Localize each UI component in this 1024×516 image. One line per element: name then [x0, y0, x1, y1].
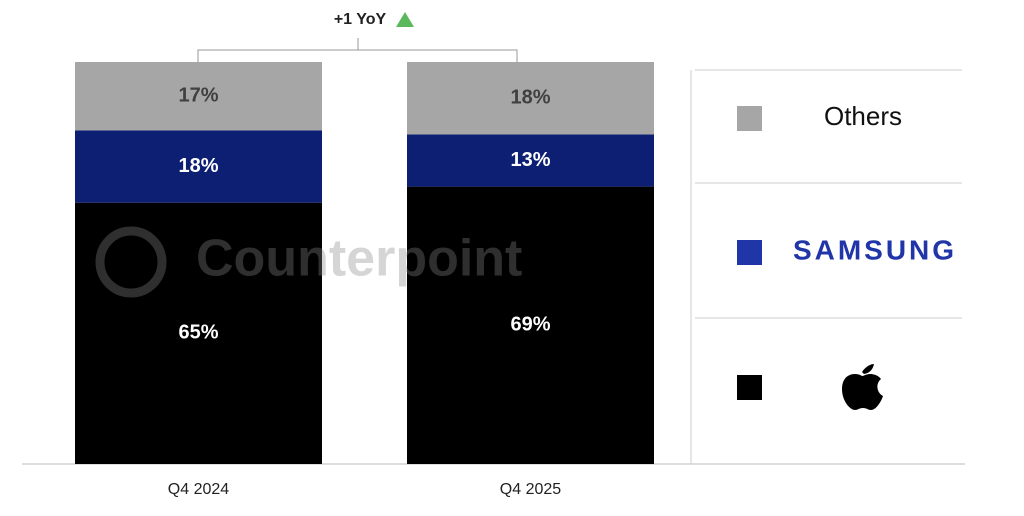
watermark: Counterpoint — [196, 230, 522, 288]
x-tick-label: Q4 2025 — [500, 481, 561, 498]
legend-label: SAMSUNG — [793, 234, 957, 265]
value-label: 65% — [178, 322, 218, 344]
value-label: 17% — [178, 84, 218, 106]
legend-swatch — [737, 106, 762, 131]
value-label: 18% — [178, 155, 218, 177]
bar-segment — [407, 186, 654, 464]
value-label: 13% — [510, 149, 550, 171]
x-tick-label: Q4 2024 — [168, 481, 229, 498]
bar-segment — [75, 62, 322, 131]
bracket — [197, 38, 518, 62]
bar-segment — [75, 130, 322, 203]
legend-swatch — [737, 240, 762, 265]
apple-logo — [842, 364, 883, 410]
annotation: +1 YoY — [334, 11, 387, 28]
up-arrow — [396, 12, 414, 27]
bar-segment — [407, 134, 654, 187]
bar-segment — [407, 62, 654, 135]
bar-segment — [75, 202, 322, 464]
legend-label: Others — [824, 101, 902, 131]
legend-swatch — [737, 375, 762, 400]
legend-frame — [690, 69, 962, 464]
value-label: 69% — [510, 314, 550, 336]
value-label: 18% — [510, 86, 550, 108]
watermark-logo — [95, 226, 167, 298]
